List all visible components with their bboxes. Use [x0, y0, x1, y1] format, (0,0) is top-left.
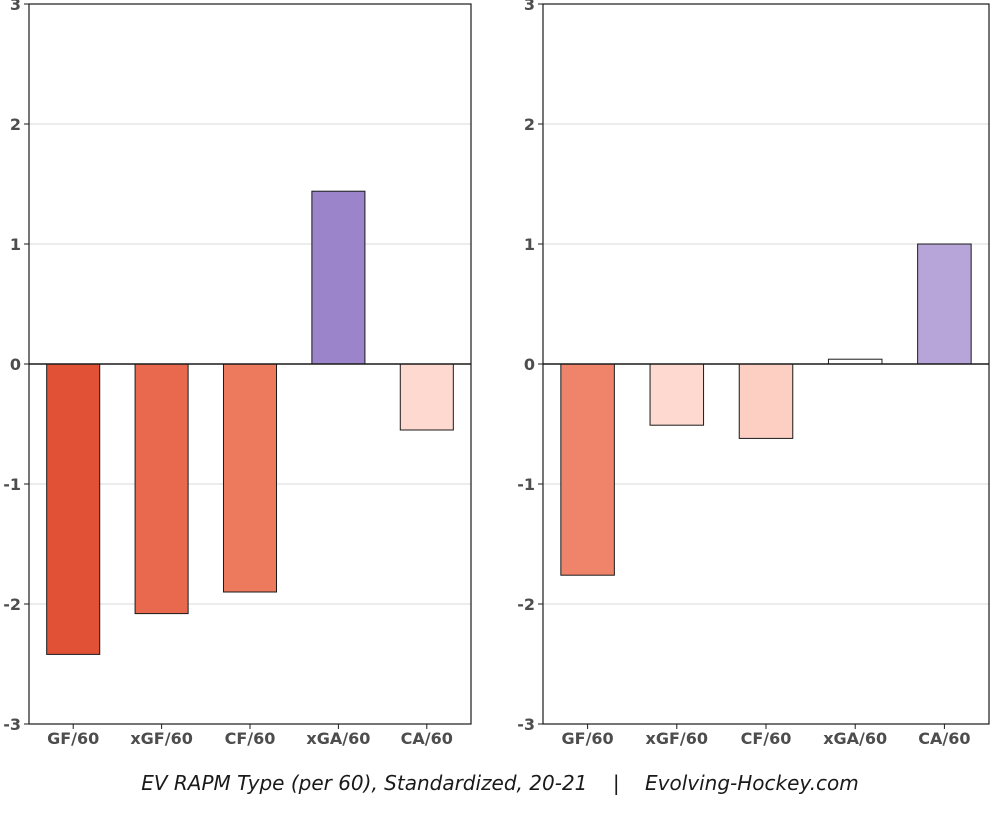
- x-tick-label: xGF/60: [130, 729, 193, 748]
- x-tick-label: CA/60: [918, 729, 970, 748]
- y-tick-label: -3: [3, 715, 21, 734]
- y-tick-label: -2: [3, 595, 21, 614]
- y-tick-label: -3: [517, 715, 535, 734]
- x-tick-label: CF/60: [225, 729, 276, 748]
- x-tick-label: xGA/60: [823, 729, 887, 748]
- bar-xga-per-60: [311, 190, 366, 365]
- x-tick-label: GF/60: [562, 729, 614, 748]
- y-tick-label: 0: [524, 355, 535, 374]
- y-tick-label: -2: [517, 595, 535, 614]
- bar-xgf-per-60: [649, 363, 705, 426]
- bar-ca-per-60: [399, 363, 454, 431]
- y-tick-label: -1: [3, 475, 21, 494]
- bar-cf-per-60: [222, 363, 278, 593]
- bar-cf-per-60: [738, 363, 794, 439]
- chart-caption: EV RAPM Type (per 60), Standardized, 20-…: [0, 771, 1000, 795]
- bar-gf-per-60: [560, 363, 615, 576]
- y-tick-label: 1: [524, 235, 535, 254]
- right-chart-panel: -3 -2 -1 0 1 2 3 GF/60 xGF/60 CF/60 xGA/60 CA/60: [517, 0, 990, 748]
- y-tick-label: 0: [10, 355, 21, 374]
- caption-right: Evolving-Hockey.com: [645, 771, 859, 795]
- bar-gf-per-60: [46, 363, 101, 655]
- y-tick-label: 2: [10, 115, 21, 134]
- x-tick-label: xGA/60: [306, 729, 370, 748]
- bar-ca-per-60: [917, 243, 972, 365]
- y-tick-label: 2: [524, 115, 535, 134]
- left-chart-panel: -3 -2 -1 0 1 2 3 GF/60 xGF/60 CF/60 xGA/60 CA/60: [3, 0, 472, 748]
- caption-separator: |: [612, 771, 620, 795]
- y-tick-label: -1: [517, 475, 535, 494]
- y-tick-label: 1: [10, 235, 21, 254]
- x-tick-label: GF/60: [47, 729, 99, 748]
- x-tick-label: CF/60: [741, 729, 792, 748]
- caption-left: EV RAPM Type (per 60), Standardized, 20-…: [141, 771, 588, 795]
- y-tick-label: 3: [10, 0, 21, 14]
- bar-xgf-per-60: [134, 363, 189, 615]
- x-tick-label: CA/60: [401, 729, 453, 748]
- y-tick-label: 3: [524, 0, 535, 14]
- x-tick-label: xGF/60: [646, 729, 709, 748]
